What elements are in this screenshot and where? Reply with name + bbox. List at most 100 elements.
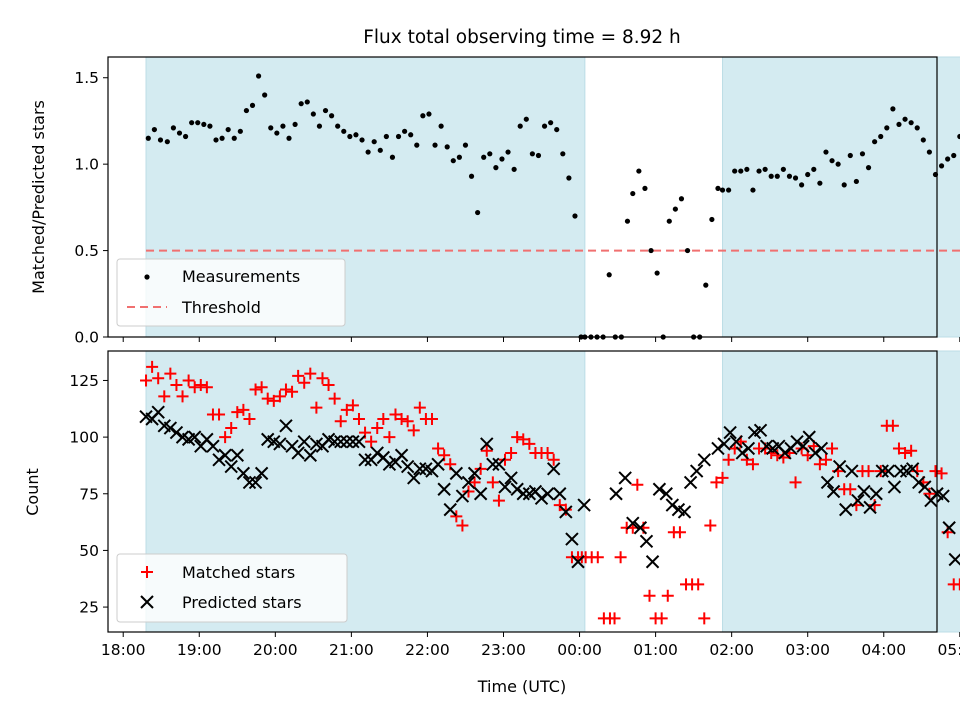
predicted-star-point (802, 430, 816, 444)
predicted-star-point (609, 487, 623, 501)
predicted-star-point (697, 453, 711, 467)
matched-star-point (492, 494, 505, 507)
measurement-point (654, 270, 660, 276)
top-legend: Measurements Threshold (116, 258, 346, 327)
matched-star-point (844, 483, 857, 496)
predicted-star-point (449, 466, 464, 481)
measurement-point (225, 126, 231, 133)
measurement-point (243, 107, 250, 114)
measurement-point (756, 168, 762, 174)
predicted-star-point (431, 457, 445, 472)
measurement-point (268, 125, 274, 131)
matched-star-point (413, 401, 426, 414)
measurement-point (176, 130, 183, 136)
legend-measurements-label: Measurements (182, 267, 300, 286)
measurement-point (726, 187, 732, 193)
predicted-star-point (832, 459, 847, 474)
y-tick-label: 1.5 (74, 69, 99, 87)
matched-star-point (182, 374, 195, 387)
predicted-star-point (473, 487, 488, 501)
bottom-ylabel: Count (23, 468, 42, 516)
measurement-point (347, 133, 353, 140)
measurement-point (872, 139, 878, 145)
matched-star-point (273, 390, 286, 403)
matched-star-point (371, 422, 384, 435)
predicted-star-point (559, 505, 573, 519)
y-tick-label: 0.5 (74, 242, 99, 260)
matched-star-point (462, 485, 475, 498)
measurement-point (957, 133, 960, 140)
predicted-star-point (480, 437, 494, 451)
predicted-star-point (633, 521, 648, 535)
measurement-point (908, 120, 914, 126)
matched-star-point (541, 446, 554, 459)
top-plot-frame (107, 56, 938, 338)
predicted-star-point (163, 421, 178, 435)
matched-star-point (692, 578, 705, 591)
predicted-star-point (778, 446, 792, 460)
x-tick-label: 00:00 (557, 641, 602, 659)
measurement-point (829, 158, 835, 164)
predicted-star-point (857, 484, 871, 499)
predicted-star-point (455, 489, 470, 503)
measurement-point (195, 120, 201, 126)
measurement-point (487, 151, 493, 157)
measurement-point (408, 132, 414, 138)
matched-star-point (517, 433, 530, 446)
matched-star-point (152, 372, 165, 385)
y-tick-label: 25 (79, 599, 99, 617)
bottom-plot-frame (107, 350, 938, 633)
x-tick-label: 20:00 (253, 641, 298, 659)
measurement-point (902, 116, 908, 122)
measurement-point (847, 152, 853, 159)
measurement-point (703, 282, 709, 288)
measurement-point (213, 137, 219, 143)
measurement-point (414, 142, 420, 148)
x-tick-label: 04:00 (861, 641, 906, 659)
measurement-point (566, 175, 572, 181)
matched-star-point (553, 499, 566, 512)
predicted-star-point (407, 471, 421, 485)
matched-star-point (377, 412, 390, 425)
measurement-point (709, 216, 715, 223)
measurement-point (678, 196, 685, 202)
measurement-point (329, 113, 335, 119)
matched-star-point (661, 589, 674, 602)
predicted-star-point (948, 552, 960, 567)
matched-star-point (929, 465, 942, 478)
predicted-star-point (729, 434, 743, 449)
legend-threshold-label: Threshold (181, 298, 261, 317)
matched-star-point (826, 442, 839, 455)
measurement-point (719, 187, 726, 193)
bottom-legend: Matched stars Predicted stars (116, 553, 348, 623)
predicted-star-point (151, 405, 165, 419)
predicted-star-point (334, 434, 348, 449)
measurement-point (157, 137, 164, 143)
measurement-point (672, 206, 678, 212)
measurement-point (529, 151, 535, 157)
measurement-point (744, 166, 750, 172)
measurement-point (304, 99, 310, 105)
measurement-point (151, 126, 157, 133)
predicted-star-point (394, 448, 409, 462)
measurement-point (280, 123, 286, 129)
predicted-star-point (905, 462, 920, 476)
measurement-point (395, 133, 402, 140)
predicted-star-point (618, 471, 632, 485)
predicted-star-point (875, 464, 889, 478)
matched-star-point (316, 372, 329, 385)
matched-star-point (407, 424, 420, 437)
measurement-point (145, 135, 151, 141)
predicted-star-point (659, 487, 673, 501)
chart-title: Flux total observing time = 8.92 h (363, 27, 681, 48)
measurement-point (493, 165, 499, 171)
predicted-star-point (443, 502, 457, 517)
predicted-star-point (851, 493, 865, 508)
y-tick-label: 75 (79, 485, 99, 503)
measurement-point (249, 102, 256, 108)
measurement-point (462, 142, 469, 148)
predicted-star-point (735, 446, 750, 460)
measurement-point (750, 187, 756, 193)
legend-predicted-marker (140, 595, 154, 609)
matched-star-point (789, 476, 802, 489)
